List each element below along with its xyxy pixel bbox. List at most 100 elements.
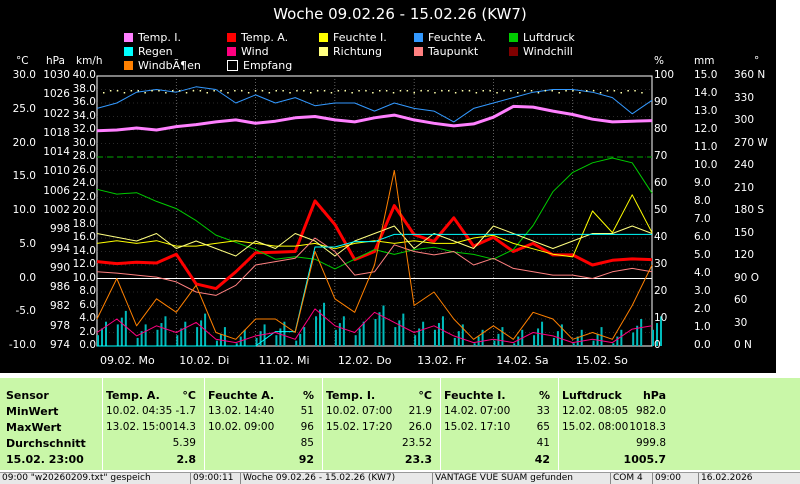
status-week: Woche 09.02.26 - 15.02.26 (KW7) bbox=[240, 473, 433, 484]
direction-dot bbox=[103, 92, 105, 94]
legend-label: WindbÃ¶en bbox=[138, 59, 201, 72]
stat-current: 2.8 bbox=[176, 453, 197, 466]
wind-bar bbox=[513, 343, 516, 346]
direction-dot bbox=[303, 90, 305, 92]
tick-wind: 18.0 bbox=[72, 217, 96, 230]
status-bar: 09:00 "w20260209.txt" gespeichert 09:00:… bbox=[0, 472, 800, 484]
stats-separator bbox=[322, 378, 323, 470]
tick-rain: 12.0 bbox=[694, 123, 718, 135]
direction-dot bbox=[178, 90, 181, 92]
wind-bar bbox=[156, 329, 159, 346]
tick-rain: 7.0 bbox=[694, 213, 711, 225]
tick-pressure: 1002 bbox=[43, 204, 70, 216]
stat-max-time: 15:00 bbox=[142, 421, 173, 433]
wind-bar bbox=[632, 332, 635, 346]
direction-dot bbox=[268, 92, 271, 94]
tick-wind: 4.0 bbox=[79, 312, 96, 324]
tick-humidity: 50 bbox=[654, 204, 668, 216]
legend-swatch bbox=[124, 61, 133, 70]
wind-bar bbox=[600, 327, 603, 346]
legend-swatch bbox=[319, 33, 328, 42]
stat-min-date: 13.02. bbox=[208, 405, 242, 417]
direction-dot bbox=[116, 90, 119, 92]
legend-label: Temp. A. bbox=[241, 31, 289, 44]
stats-panel: Sensor MinWert MaxWert Durchschnitt 15.0… bbox=[0, 378, 800, 470]
direction-dot bbox=[137, 90, 139, 92]
stat-min-time: 08:05 bbox=[598, 405, 629, 417]
stat-unit: hPa bbox=[642, 389, 666, 402]
stat-header: Temp. A. bbox=[106, 389, 160, 402]
tick-wind: 16.0 bbox=[72, 231, 96, 243]
direction-dot bbox=[227, 92, 229, 94]
tick-wind: 32.0 bbox=[72, 123, 96, 135]
tick-temp: 30.0 bbox=[12, 69, 36, 81]
direction-dot bbox=[503, 90, 505, 92]
stats-row-labels: Sensor MinWert MaxWert Durchschnitt 15.0… bbox=[6, 378, 96, 470]
stat-max-value: 14.3 bbox=[172, 421, 196, 433]
series-richtung bbox=[96, 225, 653, 257]
direction-dot bbox=[434, 92, 436, 94]
direction-dot bbox=[365, 90, 367, 92]
wind-bar bbox=[116, 324, 119, 346]
unit-rain: mm bbox=[694, 55, 715, 67]
direction-dot bbox=[489, 90, 491, 92]
direction-dot bbox=[247, 92, 250, 94]
stat-min-time: 04:35 bbox=[142, 405, 173, 417]
row-label-min: MinWert bbox=[6, 405, 59, 418]
direction-dot bbox=[330, 92, 333, 94]
stat-max-value: 26.0 bbox=[408, 421, 432, 433]
stat-max-time: 17:10 bbox=[480, 421, 511, 433]
stat-max-value: 65 bbox=[536, 421, 550, 433]
direction-dot bbox=[468, 90, 471, 92]
tick-temp: 10.0 bbox=[12, 204, 36, 216]
stat-average: 999.8 bbox=[635, 437, 666, 449]
direction-dot bbox=[144, 92, 146, 94]
wind-bar bbox=[620, 329, 623, 346]
stat-min-time: 07:00 bbox=[480, 405, 511, 417]
stat-min-value: 982.0 bbox=[635, 405, 666, 417]
tick-direction: 150 bbox=[734, 226, 755, 239]
tick-pressure: 1010 bbox=[43, 165, 70, 178]
legend-entry: Empfang bbox=[227, 59, 292, 72]
legend-swatch bbox=[227, 33, 236, 42]
wind-bar bbox=[334, 329, 337, 346]
direction-dot bbox=[172, 90, 174, 92]
tick-rain: 9.0 bbox=[694, 177, 711, 189]
wind-bar bbox=[354, 335, 357, 346]
tick-rain: 5.0 bbox=[694, 249, 711, 261]
tick-wind: 0.0 bbox=[79, 339, 96, 351]
stat-header: Feuchte I. bbox=[444, 389, 506, 402]
tick-humidity: 10 bbox=[654, 312, 668, 324]
wind-bar bbox=[640, 319, 643, 346]
stat-current: 23.3 bbox=[404, 453, 432, 466]
direction-dot bbox=[130, 90, 133, 92]
direction-dot bbox=[558, 92, 560, 94]
unit-pressure: hPa bbox=[46, 55, 65, 67]
wind-bar bbox=[263, 324, 266, 346]
wind-bar bbox=[660, 316, 662, 346]
tick-rain: 14.0 bbox=[694, 87, 718, 99]
tick-direction: 120 bbox=[734, 249, 755, 261]
tick-wind: 24.0 bbox=[72, 177, 96, 189]
stat-min-value: 33 bbox=[536, 405, 550, 417]
wind-bar bbox=[556, 331, 559, 346]
direction-dot bbox=[213, 90, 215, 92]
direction-dot bbox=[537, 92, 540, 94]
direction-dot bbox=[544, 90, 547, 92]
stat-max-date: 10.02. bbox=[208, 421, 242, 433]
tick-pressure: 1026 bbox=[43, 88, 70, 101]
wind-bar bbox=[457, 331, 460, 346]
direction-dot bbox=[379, 90, 381, 92]
direction-dot bbox=[482, 90, 484, 92]
wind-bar bbox=[378, 312, 381, 346]
direction-dot bbox=[241, 90, 243, 92]
wind-bar bbox=[501, 327, 504, 346]
wind-bar bbox=[97, 335, 99, 346]
legend-entry: Regen bbox=[124, 45, 173, 58]
tick-rain: 2.0 bbox=[694, 303, 711, 315]
row-label-avg: Durchschnitt bbox=[6, 437, 86, 450]
tick-wind: 22.0 bbox=[72, 190, 96, 203]
direction-dot bbox=[613, 90, 616, 92]
wind-bar bbox=[295, 340, 298, 346]
row-label-current: 15.02. 23:00 bbox=[6, 453, 84, 466]
